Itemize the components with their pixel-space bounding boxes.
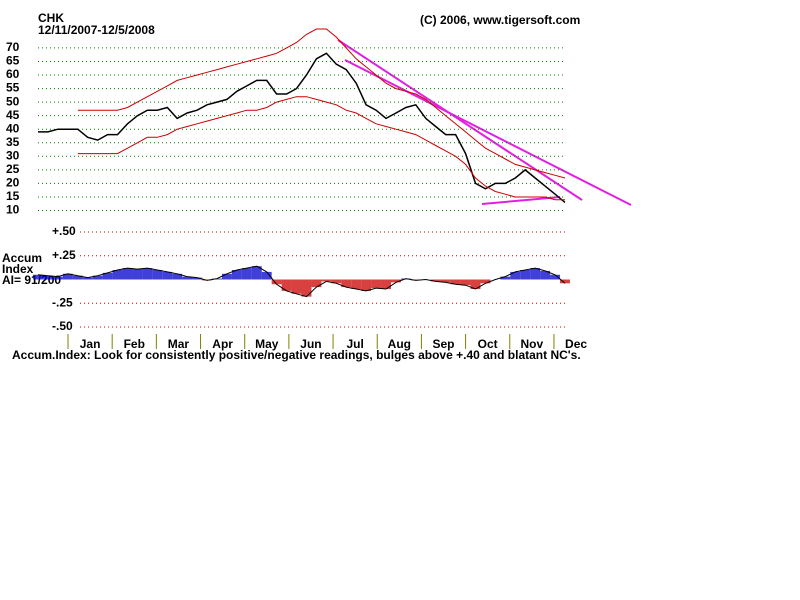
y-tick-label: +.25 <box>52 248 76 262</box>
y-tick-label: 70 <box>6 40 20 54</box>
x-tick-label: Aug <box>388 337 411 351</box>
accum-bar <box>162 271 173 280</box>
y-tick-label: 35 <box>6 135 20 149</box>
accum-bar <box>480 279 491 284</box>
y-tick-label: 65 <box>6 54 20 68</box>
accum-bar <box>520 270 531 280</box>
y-tick-label: 10 <box>6 203 20 217</box>
accum-bar <box>331 279 342 284</box>
accum-bar <box>341 279 352 288</box>
accum-bar <box>122 268 133 280</box>
copyright: (C) 2006, www.tigersoft.com <box>420 13 580 27</box>
accum-bar <box>182 276 193 280</box>
trend-lines <box>337 39 632 206</box>
accum-bar <box>152 270 163 280</box>
accum-bar <box>82 277 93 280</box>
accum-bar <box>540 270 551 280</box>
accum-bar <box>460 279 471 286</box>
x-tick-label: Mar <box>168 337 190 351</box>
y-tick-label: 20 <box>6 176 20 190</box>
accum-bar <box>132 269 143 280</box>
accum-bar <box>390 279 401 283</box>
accum-bar <box>62 273 73 280</box>
price-line <box>77 28 566 179</box>
accum-bar <box>92 275 103 280</box>
x-tick-label: Jul <box>346 337 363 351</box>
accum-bar <box>102 272 113 280</box>
x-tick-label: May <box>255 337 279 351</box>
accum-bar <box>172 273 183 280</box>
y-tick-label: +.50 <box>52 224 76 238</box>
accum-bar <box>510 271 521 280</box>
x-tick-label: Jun <box>300 337 321 351</box>
accum-bar <box>33 274 43 280</box>
y-tick-label: 50 <box>6 94 20 108</box>
accum-bar <box>301 279 312 297</box>
accum-bar <box>231 270 242 280</box>
accum-bar <box>450 279 461 285</box>
accum-label: Index <box>2 262 34 276</box>
price-line <box>77 96 565 201</box>
accum-bar <box>351 279 362 289</box>
y-tick-label: 45 <box>6 108 20 122</box>
y-tick-label: -.25 <box>52 295 73 309</box>
accum-bar <box>430 279 441 282</box>
accum-bar <box>142 268 153 280</box>
accum-label: AI= 91/200 <box>2 273 61 287</box>
accum-bar <box>251 266 262 280</box>
trend-line <box>337 39 583 201</box>
y-tick-label: 30 <box>6 148 20 162</box>
x-tick-label: Nov <box>521 337 544 351</box>
accum-bar <box>112 270 123 280</box>
accum-bar <box>271 279 282 285</box>
accum-bar <box>291 279 302 294</box>
accum-label: Accum <box>2 251 42 265</box>
accum-bar <box>560 279 570 284</box>
x-tick-label: Oct <box>478 337 498 351</box>
accum-bar <box>440 279 451 283</box>
x-tick-label: Dec <box>565 337 587 351</box>
y-tick-label: 15 <box>6 189 20 203</box>
accum-bar <box>500 276 511 280</box>
chart-title: CHK <box>38 11 64 25</box>
accum-bar <box>381 279 391 289</box>
y-tick-label: 25 <box>6 162 20 176</box>
x-tick-label: Apr <box>212 337 233 351</box>
accum-bar <box>311 279 322 288</box>
accum-bar <box>530 268 541 280</box>
accum-line <box>37 265 566 298</box>
chart-subtitle: 12/11/2007-12/5/2008 <box>38 23 155 37</box>
accum-bar <box>52 276 63 280</box>
footnote: Accum.Index: Look for consistently posit… <box>12 348 581 362</box>
accum-bar <box>361 279 372 291</box>
accum-bar <box>221 273 232 280</box>
accum-bar <box>321 279 332 282</box>
x-tick-label: Jan <box>80 337 101 351</box>
accum-bar <box>261 271 272 280</box>
x-tick-label: Sep <box>433 337 455 351</box>
accum-bar <box>470 279 481 289</box>
accum-bar <box>192 277 203 280</box>
accum-bar <box>72 275 83 280</box>
trend-line <box>344 59 632 206</box>
accum-bar <box>42 275 53 280</box>
price-line <box>38 52 566 203</box>
accum-bar <box>281 279 292 291</box>
x-tick-label: Feb <box>124 337 145 351</box>
accum-bar <box>241 268 252 280</box>
trend-line <box>481 196 561 205</box>
y-tick-label: 55 <box>6 81 20 95</box>
accum-bar <box>550 274 561 280</box>
accum-bar <box>371 279 382 289</box>
y-tick-label: -.50 <box>52 319 73 333</box>
y-tick-label: 60 <box>6 67 20 81</box>
y-tick-label: 40 <box>6 121 20 135</box>
